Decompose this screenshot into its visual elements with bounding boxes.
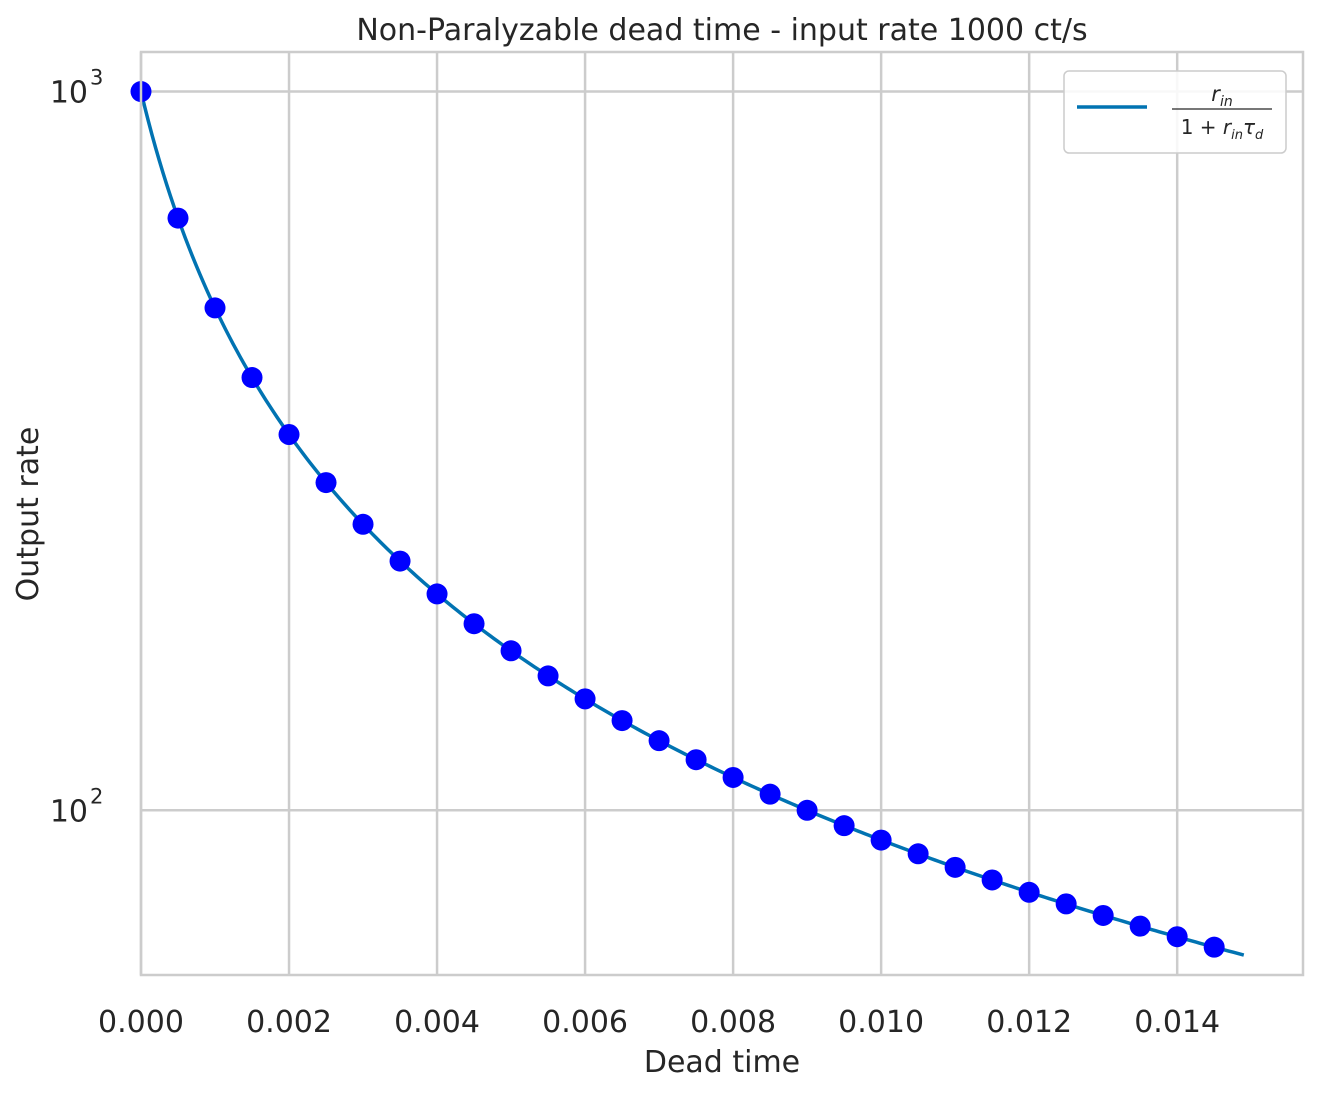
data-point-23: [981, 869, 1003, 891]
data-point-25: [1055, 893, 1077, 915]
x-tick-label-3: 0.006: [542, 1005, 628, 1040]
data-point-15: [685, 749, 707, 771]
data-point-17: [759, 783, 781, 805]
y-axis-label: Output rate: [11, 427, 46, 602]
data-point-1: [167, 207, 189, 229]
data-point-8: [426, 583, 448, 605]
data-point-7: [389, 550, 411, 572]
data-point-6: [352, 513, 374, 535]
x-tick-label-7: 0.014: [1134, 1005, 1220, 1040]
data-point-29: [1203, 936, 1225, 958]
legend-denominator-tau: τ: [1243, 115, 1256, 139]
x-tick-label-4: 0.008: [690, 1005, 776, 1040]
svg-text:rin: rin: [1211, 82, 1232, 110]
chart-title: Non-Paralyzable dead time - input rate 1…: [356, 13, 1087, 48]
data-point-13: [611, 710, 633, 732]
data-point-12: [574, 688, 596, 710]
plot-frame: [139, 50, 1305, 977]
data-point-20: [870, 829, 892, 851]
x-axis-label: Dead time: [644, 1045, 800, 1080]
data-point-5: [315, 472, 337, 494]
data-point-4: [278, 423, 300, 445]
x-tick-label-5: 0.010: [838, 1005, 924, 1040]
x-tick-label-0: 0.000: [98, 1005, 184, 1040]
y-tick-label-0: 10: [50, 794, 88, 829]
legend-denominator-r-sub: in: [1231, 128, 1243, 143]
legend-denominator-tau-sub: d: [1255, 128, 1264, 143]
data-point-9: [463, 613, 485, 635]
legend-box: [1063, 70, 1287, 154]
data-point-18: [796, 799, 818, 821]
x-tick-labels: 0.000 0.002 0.004 0.006 0.008 0.010 0.012 0.014: [98, 1005, 1220, 1040]
data-point-10: [500, 640, 522, 662]
data-point-27: [1129, 915, 1151, 937]
x-tick-label-2: 0.004: [394, 1005, 480, 1040]
legend-numerator: r: [1211, 82, 1221, 106]
svg-text:1 + rinτd: 1 + rinτd: [1181, 115, 1264, 143]
legend-numerator-sub: in: [1220, 94, 1233, 110]
data-point-14: [648, 730, 670, 752]
data-point-24: [1018, 881, 1040, 903]
data-point-2: [204, 297, 226, 319]
x-tick-label-1: 0.002: [246, 1005, 332, 1040]
x-tick-label-6: 0.012: [986, 1005, 1072, 1040]
data-point-3: [241, 367, 263, 389]
data-point-21: [907, 843, 929, 865]
data-point-22: [944, 856, 966, 878]
legend-formula: rin 1 + rinτd: [1172, 82, 1272, 143]
legend: rin 1 + rinτd: [1063, 70, 1287, 154]
data-point-26: [1092, 904, 1114, 926]
y-tick-exponent-0: 2: [90, 784, 103, 808]
data-point-11: [537, 665, 559, 687]
data-point-19: [833, 815, 855, 837]
y-tick-exponent-1: 3: [90, 66, 103, 90]
legend-denominator-prefix: 1 +: [1181, 115, 1223, 139]
y-tick-label-1: 10: [50, 76, 88, 111]
legend-denominator-r: r: [1223, 115, 1233, 139]
data-point-28: [1166, 926, 1188, 948]
data-point-16: [722, 766, 744, 788]
